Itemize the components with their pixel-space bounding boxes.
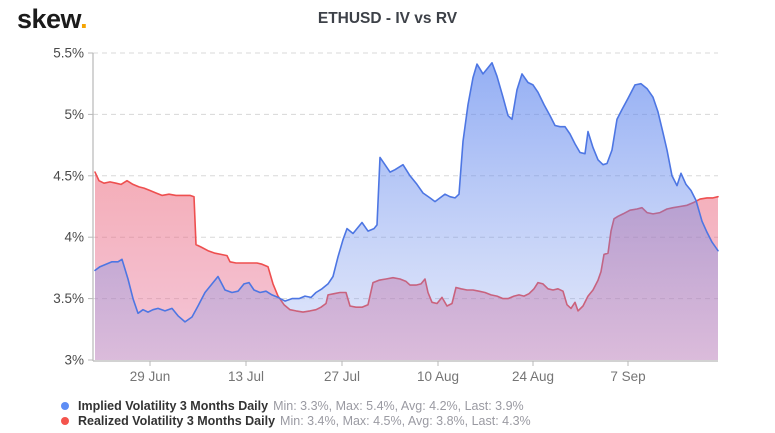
iv-vs-rv-area-chart[interactable]: 5.5% 5% 4.5% 4% 3.5% 3% 29 Jun 13 Jul 27 Jul 10 A… [0,0,775,392]
x-tick-label: 10 Aug [417,369,459,384]
skew-logo-text: skew [17,4,81,34]
legend-series-name: Implied Volatility 3 Months Daily [78,398,269,413]
y-tick-label: 3.5% [53,291,84,306]
iv-line [94,62,719,323]
x-tick-label: 24 Aug [512,369,554,384]
x-tick-label: 7 Sep [610,369,645,384]
y-tick-label: 3% [64,353,84,368]
implied-volatility-dot-icon [61,401,69,410]
skew-logo[interactable]: skew. [17,4,88,34]
legend-item-implied-volatility[interactable]: Implied Volatility 3 Months Daily Min: 3… [0,398,775,413]
x-tick-label: 27 Jul [324,369,360,384]
y-tick-label: 5.5% [53,46,84,61]
legend-series-name: Realized Volatility 3 Months Daily [78,413,276,428]
chart-legend: Implied Volatility 3 Months Daily Min: 3… [0,398,775,428]
chart-title: ETHUSD - IV vs RV [317,10,458,27]
y-tick-label: 5% [64,107,84,122]
legend-item-realized-volatility[interactable]: Realized Volatility 3 Months Daily Min: … [0,413,775,428]
legend-series-stats: Min: 3.3%, Max: 5.4%, Avg: 4.2%, Last: 3… [273,398,524,413]
y-tick-label: 4% [64,230,84,245]
y-tick-label: 4.5% [53,168,84,183]
legend-series-stats: Min: 3.4%, Max: 4.5%, Avg: 3.8%, Last: 4… [280,413,531,428]
realized-volatility-dot-icon [61,416,69,425]
x-tick-label: 13 Jul [228,369,264,384]
x-tick-label: 29 Jun [130,369,171,384]
skew-logo-dot: . [80,4,88,34]
